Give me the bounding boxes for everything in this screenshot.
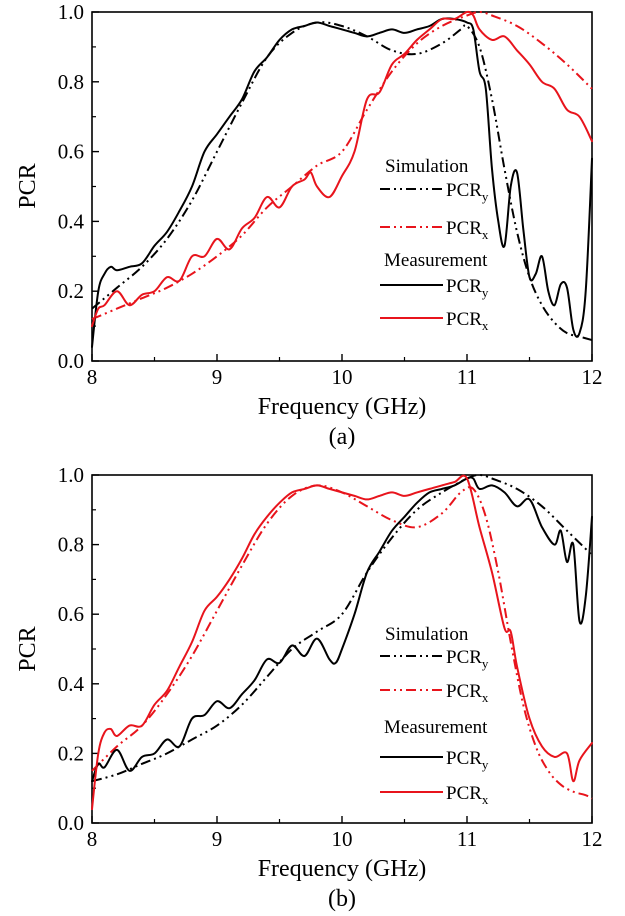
legend-group-measurement: Measurement bbox=[384, 250, 488, 271]
plot-frame bbox=[92, 12, 592, 361]
series-line-simulation-pcrx bbox=[92, 485, 592, 798]
legend-label-meas-pcrx: PCRx bbox=[446, 309, 489, 333]
series-line-simulation-pcrx bbox=[92, 12, 592, 319]
x-tick-label: 8 bbox=[87, 365, 98, 389]
legend-group-simulation: Simulation bbox=[385, 624, 469, 645]
y-tick-label: 1.0 bbox=[58, 463, 84, 487]
y-tick-label: 0.2 bbox=[58, 279, 84, 303]
y-tick-label: 1.0 bbox=[58, 0, 84, 24]
x-axis-title: Frequency (GHz) bbox=[258, 394, 427, 420]
legend-group-simulation: Simulation bbox=[385, 156, 469, 177]
series-layer bbox=[92, 12, 592, 347]
y-axis-title: PCR bbox=[15, 163, 41, 208]
x-tick-label: 10 bbox=[332, 827, 353, 851]
series-line-measurement-pcrx bbox=[92, 476, 592, 809]
series-line-measurement-pcry bbox=[92, 477, 592, 781]
legend-label-meas-pcry: PCRy bbox=[446, 748, 489, 772]
y-tick-label: 0.2 bbox=[58, 741, 84, 765]
x-tick-label: 10 bbox=[332, 365, 353, 389]
series-line-measurement-pcry bbox=[92, 18, 592, 347]
legend: Simulation PCRy PCRx Measurement PCRy PC… bbox=[380, 624, 489, 807]
x-tick-label: 12 bbox=[582, 365, 603, 389]
y-tick-label: 0.8 bbox=[58, 533, 84, 557]
legend-label-sim-pcrx: PCRx bbox=[446, 681, 489, 705]
series-line-measurement-pcrx bbox=[92, 12, 592, 326]
panel-label: (b) bbox=[328, 886, 356, 912]
x-tick-label: 12 bbox=[582, 827, 603, 851]
legend-label-sim-pcry: PCRy bbox=[446, 647, 489, 671]
series-line-simulation-pcry bbox=[92, 475, 592, 781]
x-tick-label: 11 bbox=[457, 365, 477, 389]
axis-ticks: 8 9 10 11 12 0.0 0.2 0.4 0.6 0.8 1.0 bbox=[58, 463, 603, 851]
legend-group-measurement: Measurement bbox=[384, 717, 488, 738]
legend-label-sim-pcry: PCRy bbox=[446, 180, 489, 204]
y-tick-label: 0.6 bbox=[58, 602, 84, 626]
y-axis-title: PCR bbox=[15, 626, 41, 671]
legend-label-meas-pcrx: PCRx bbox=[446, 783, 489, 807]
series-line-simulation-pcry bbox=[92, 22, 592, 340]
x-tick-label: 9 bbox=[212, 365, 223, 389]
y-tick-label: 0.4 bbox=[58, 209, 85, 233]
panel-label: (a) bbox=[329, 424, 356, 450]
y-tick-label: 0.0 bbox=[58, 349, 84, 373]
x-tick-label: 8 bbox=[87, 827, 98, 851]
x-tick-label: 9 bbox=[212, 827, 223, 851]
chart-panel-b: 8 9 10 11 12 0.0 0.2 0.4 0.6 0.8 1.0 Frequency (GH… bbox=[15, 463, 603, 912]
series-layer bbox=[92, 475, 592, 809]
legend: Simulation PCRy PCRx Measurement PCRy PC… bbox=[380, 156, 489, 333]
y-tick-label: 0.4 bbox=[58, 672, 85, 696]
y-tick-label: 0.0 bbox=[58, 811, 84, 835]
chart-panel-a: 8 9 10 11 12 0.0 0.2 0.4 0.6 0.8 1.0 Frequency (GH… bbox=[15, 0, 603, 450]
x-axis-title: Frequency (GHz) bbox=[258, 856, 427, 882]
legend-label-meas-pcry: PCRy bbox=[446, 276, 489, 300]
y-tick-label: 0.6 bbox=[58, 140, 84, 164]
x-tick-label: 11 bbox=[457, 827, 477, 851]
legend-label-sim-pcrx: PCRx bbox=[446, 218, 489, 242]
y-tick-label: 0.8 bbox=[58, 70, 84, 94]
